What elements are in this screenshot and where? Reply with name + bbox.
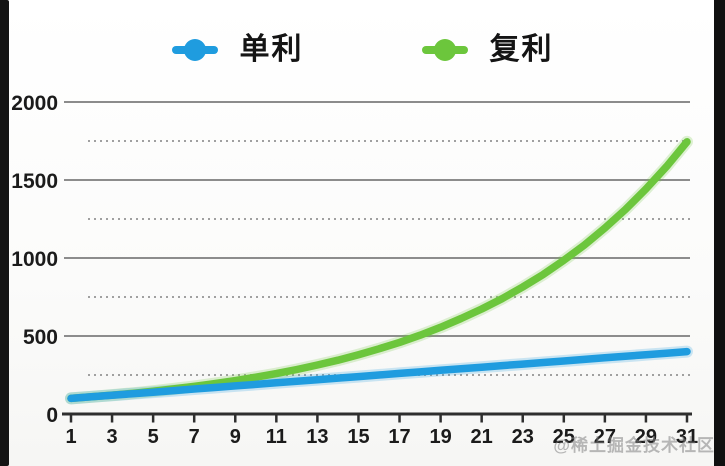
chart-legend: 单利 复利 [0,22,725,78]
x-axis-tick-label: 5 [148,426,159,448]
x-axis-tick-label: 27 [594,426,616,448]
y-axis-tick-label: 0 [46,404,58,427]
x-axis-tick-label: 29 [635,426,657,448]
simple-interest-line-marker-icon [171,38,218,62]
y-axis-tick-label: 500 [23,326,58,349]
photo-left-border [0,0,9,466]
y-axis-tick-label: 1000 [11,248,58,271]
x-axis-tick-label: 11 [266,426,287,448]
compound-interest-line-marker-icon [421,38,468,62]
legend-item-compound-interest: 复利 [421,33,554,66]
photo-right-border [714,0,725,466]
x-axis-tick-label: 21 [471,426,493,448]
x-axis-tick-label: 7 [189,426,200,448]
legend-item-simple-interest: 单利 [171,33,304,66]
x-axis-tick-label: 31 [676,426,698,448]
y-axis-tick-label: 2000 [11,92,58,115]
legend-label-simple-interest: 单利 [239,33,304,66]
x-axis-tick-label: 19 [429,426,451,448]
x-axis-tick-label: 9 [230,426,241,448]
y-axis-tick-label: 1500 [11,170,58,193]
legend-label-compound-interest: 复利 [489,33,554,66]
x-axis-tick-label: 13 [306,426,328,448]
x-axis-tick-label: 15 [347,426,369,448]
watermark-text: @稀土掘金技术社区 [553,436,715,455]
series-line-单利 [67,347,691,403]
x-axis-tick-label: 3 [107,426,118,448]
x-axis-tick-label: 23 [512,426,534,448]
x-axis-tick-label: 25 [553,426,575,448]
x-axis-tick-label: 17 [388,426,410,448]
x-axis-tick-label: 1 [65,426,76,448]
